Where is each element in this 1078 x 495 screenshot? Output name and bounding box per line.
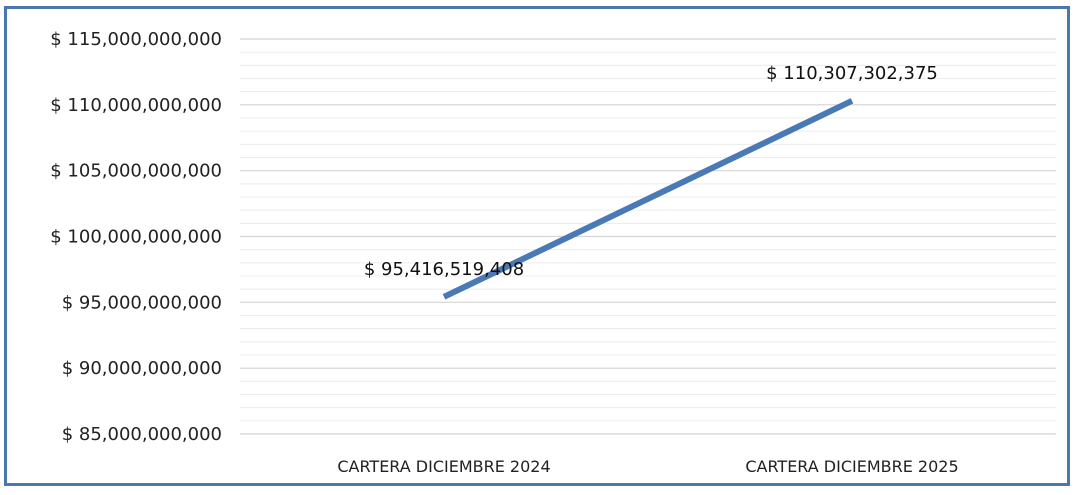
data-label: $ 110,307,302,375 (766, 63, 938, 84)
minor-gridlines (240, 51, 1056, 422)
y-tick-label: $ 100,000,000,000 (50, 227, 222, 248)
y-tick-label: $ 110,000,000,000 (50, 95, 222, 116)
data-labels: $ 95,416,519,408 $ 110,307,302,375 (364, 63, 938, 280)
y-tick-label: $ 115,000,000,000 (50, 29, 222, 50)
chart-frame (4, 6, 1070, 486)
x-category-label: CARTERA DICIEMBRE 2025 (745, 457, 958, 476)
y-tick-label: $ 90,000,000,000 (62, 358, 222, 379)
series-group (442, 98, 854, 300)
y-tick-label: $ 105,000,000,000 (50, 161, 222, 182)
y-tick-label: $ 95,000,000,000 (62, 292, 222, 313)
y-axis-tick-labels: $ 85,000,000,000 $ 90,000,000,000 $ 95,000… (50, 29, 222, 445)
x-category-label: CARTERA DICIEMBRE 2024 (337, 457, 550, 476)
major-gridlines (240, 38, 1056, 435)
x-axis-category-labels: CARTERA DICIEMBRE 2024 CARTERA DICIEMBRE … (337, 457, 958, 476)
y-tick-label: $ 85,000,000,000 (62, 424, 222, 445)
data-label: $ 95,416,519,408 (364, 259, 524, 280)
series-line (442, 98, 854, 300)
